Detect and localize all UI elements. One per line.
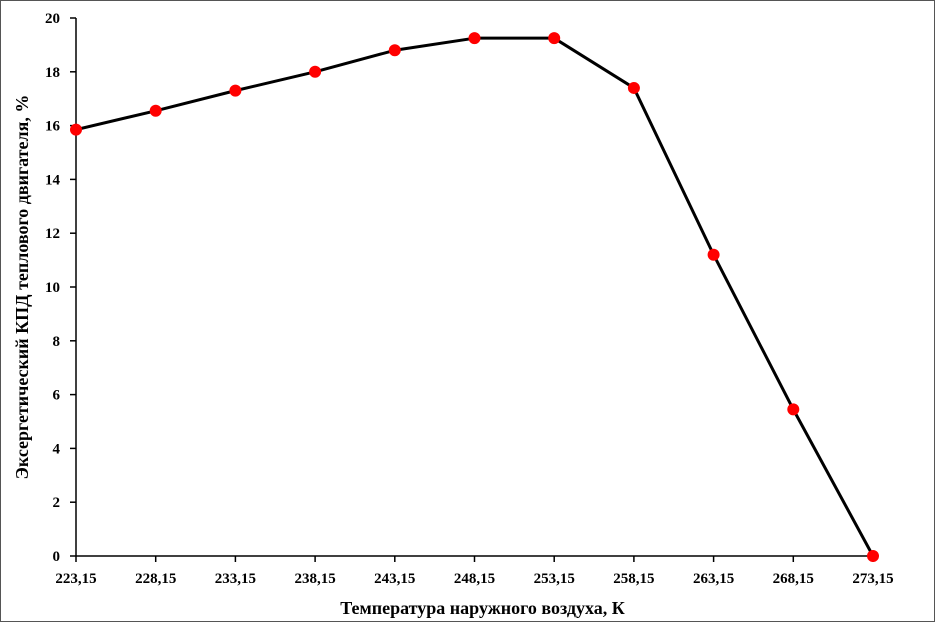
y-tick-label: 18 xyxy=(45,65,60,81)
data-point xyxy=(787,403,800,416)
x-tick-label: 233,15 xyxy=(215,571,256,587)
x-axis-ticks: 223,15 228,15 233,15 238,15 243,15 248,15 253,… xyxy=(55,556,894,587)
data-point xyxy=(70,123,82,136)
x-tick-label: 258,15 xyxy=(613,571,654,587)
data-point xyxy=(707,248,720,261)
x-axis-title: Температура наружного воздуха, К xyxy=(340,598,625,618)
y-tick-label: 20 xyxy=(45,11,60,27)
x-tick-label: 248,15 xyxy=(454,571,495,587)
y-tick-label: 12 xyxy=(45,226,60,242)
data-point xyxy=(867,550,879,562)
data-point xyxy=(548,32,561,45)
data-point xyxy=(229,84,242,97)
data-point xyxy=(388,44,401,57)
x-tick-label: 263,15 xyxy=(693,571,734,587)
x-tick-label: 238,15 xyxy=(294,571,335,587)
x-tick-label: 253,15 xyxy=(534,571,575,587)
y-tick-label: 16 xyxy=(45,119,61,135)
series-layer xyxy=(70,32,879,562)
data-point xyxy=(468,32,481,45)
series-line xyxy=(75,36,875,557)
y-tick-label: 4 xyxy=(53,441,61,457)
data-point xyxy=(309,65,322,78)
y-tick-label: 14 xyxy=(45,172,61,188)
axes xyxy=(75,18,873,557)
y-axis-title: Эксергетический КПД теплового двигателя,… xyxy=(12,95,32,480)
x-tick-label: 223,15 xyxy=(55,571,96,587)
data-point xyxy=(627,81,640,94)
data-point xyxy=(149,104,162,117)
y-tick-label: 0 xyxy=(53,549,61,565)
y-tick-label: 2 xyxy=(53,495,61,511)
y-tick-label: 6 xyxy=(53,388,61,404)
x-tick-label: 228,15 xyxy=(135,571,176,587)
y-tick-label: 10 xyxy=(45,280,60,296)
x-tick-label: 268,15 xyxy=(773,571,814,587)
x-tick-label: 273,15 xyxy=(852,571,893,587)
y-tick-label: 8 xyxy=(53,334,61,350)
y-axis-ticks: 0 2 4 6 8 10 12 14 16 18 20 xyxy=(45,11,76,565)
x-tick-label: 243,15 xyxy=(374,571,415,587)
